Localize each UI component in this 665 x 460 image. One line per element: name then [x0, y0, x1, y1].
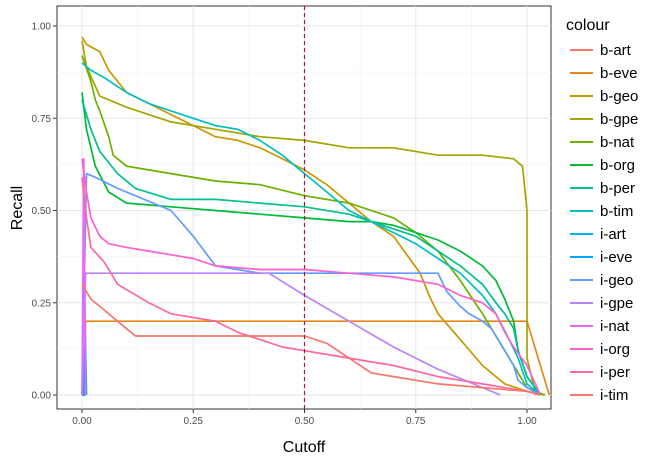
- y-tick-label: 0.00: [32, 391, 52, 402]
- x-tick-label: 0.50: [295, 416, 315, 427]
- legend-label-i-art: i-art: [600, 226, 627, 243]
- legend-label-b-nat: b-nat: [600, 134, 635, 151]
- legend-label-b-eve: b-eve: [600, 65, 638, 82]
- legend-label-b-geo: b-geo: [600, 88, 638, 105]
- series-line-i-nat: [81, 157, 87, 396]
- x-tick-label: 0.25: [184, 416, 204, 427]
- x-tick-label: 1.00: [517, 416, 537, 427]
- x-axis-ticks: 0.00 0.25 0.50 0.75 1.00: [72, 409, 537, 427]
- legend-label-i-per: i-per: [600, 364, 630, 381]
- legend-label-b-per: b-per: [600, 180, 635, 197]
- x-tick-label: 0.00: [72, 416, 92, 427]
- legend-label-b-gpe: b-gpe: [600, 111, 638, 128]
- legend-label-i-org: i-org: [600, 341, 630, 358]
- y-tick-label: 0.25: [32, 298, 52, 309]
- legend-label-i-tim: i-tim: [600, 387, 628, 404]
- series-line-b-org: [81, 92, 542, 396]
- series-line-i-org: [81, 158, 542, 396]
- legend-label-i-geo: i-geo: [600, 272, 633, 289]
- legend-label-b-tim: b-tim: [600, 203, 633, 220]
- y-tick-label: 1.00: [32, 22, 52, 33]
- legend-label-i-gpe: i-gpe: [600, 295, 633, 312]
- y-axis-title: Recall: [9, 186, 26, 230]
- legend-label-i-nat: i-nat: [600, 318, 630, 335]
- y-tick-label: 0.75: [32, 114, 52, 125]
- legend-title: colour: [566, 17, 610, 34]
- series-line-i-geo: [81, 172, 541, 396]
- y-tick-label: 0.50: [32, 206, 52, 217]
- x-axis-title: Cutoff: [283, 439, 326, 456]
- legend-label-b-org: b-org: [600, 157, 635, 174]
- legend-label-b-art: b-art: [600, 42, 632, 59]
- y-axis-ticks: 0.00 0.25 0.50 0.75 1.00: [32, 22, 57, 402]
- series-line-b-gpe: [81, 40, 537, 396]
- series-line-b-per: [81, 99, 542, 396]
- series-line-i-tim: [81, 283, 541, 396]
- legend-label-i-eve: i-eve: [600, 249, 633, 266]
- x-tick-label: 0.75: [406, 416, 426, 427]
- legend: colour b-art b-eve b-geo b-gpe b-nat b-org b-p…: [566, 17, 638, 404]
